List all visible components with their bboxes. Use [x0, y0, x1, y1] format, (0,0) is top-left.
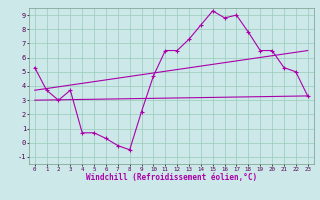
X-axis label: Windchill (Refroidissement éolien,°C): Windchill (Refroidissement éolien,°C) [86, 173, 257, 182]
